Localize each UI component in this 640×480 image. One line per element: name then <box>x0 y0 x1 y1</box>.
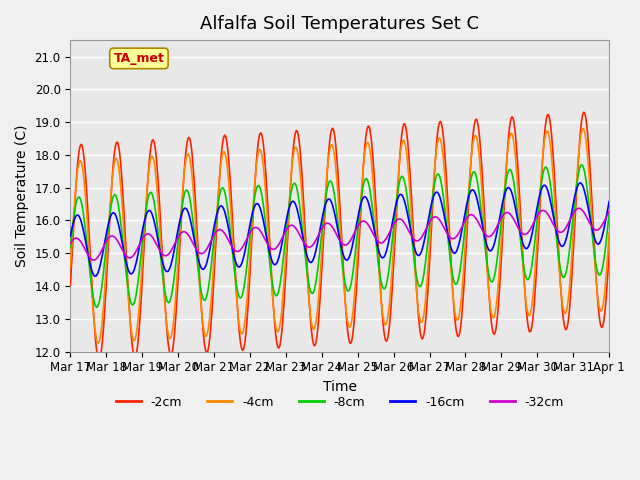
Text: TA_met: TA_met <box>113 52 164 65</box>
Title: Alfalfa Soil Temperatures Set C: Alfalfa Soil Temperatures Set C <box>200 15 479 33</box>
Legend: -2cm, -4cm, -8cm, -16cm, -32cm: -2cm, -4cm, -8cm, -16cm, -32cm <box>111 391 569 414</box>
Y-axis label: Soil Temperature (C): Soil Temperature (C) <box>15 125 29 267</box>
X-axis label: Time: Time <box>323 380 356 394</box>
